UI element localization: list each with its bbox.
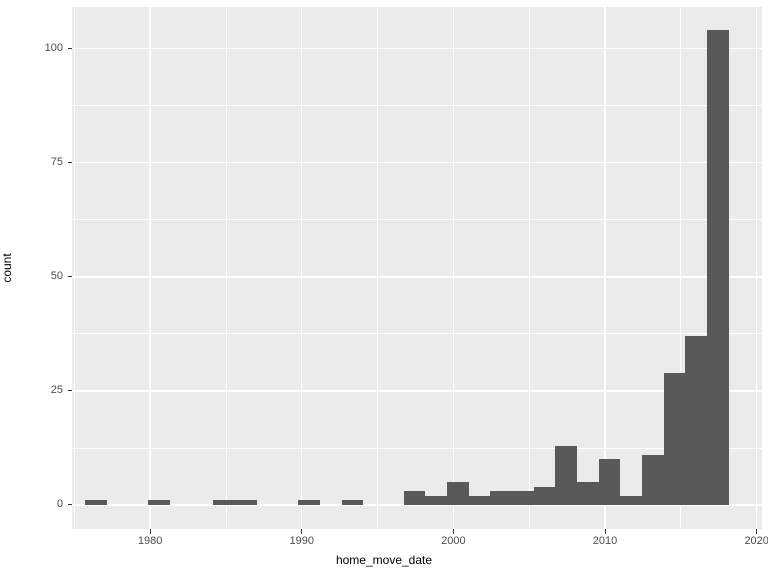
gridline-major-x <box>604 7 606 529</box>
x-tick-mark <box>756 529 758 534</box>
gridline-major-x <box>300 7 303 529</box>
histogram-bar <box>555 445 577 505</box>
gridline-major-y <box>72 390 762 392</box>
y-tick-mark <box>67 504 72 506</box>
histogram-bar <box>706 30 729 505</box>
histogram-bar <box>148 500 171 505</box>
x-tick-label: 2020 <box>744 535 768 547</box>
histogram-bar <box>685 336 707 505</box>
x-tick-mark <box>604 529 606 534</box>
gridline-major-y <box>72 276 762 278</box>
histogram-bar <box>213 500 235 505</box>
y-tick-mark <box>67 48 72 50</box>
y-tick-mark <box>67 390 72 392</box>
y-tick-label: 0 <box>56 498 63 511</box>
histogram-bar <box>468 495 491 505</box>
x-tick-label: 2000 <box>441 535 466 547</box>
gridline-minor-y <box>72 219 762 221</box>
x-tick-label: 1980 <box>137 535 163 547</box>
histogram-bar <box>447 482 469 505</box>
y-axis-title: count <box>0 253 14 283</box>
y-tick-mark <box>67 276 72 278</box>
gridline-major-y <box>72 47 762 50</box>
x-tick-mark <box>452 529 454 534</box>
y-tick-label: 100 <box>44 42 63 55</box>
gridline-minor-x <box>680 7 682 529</box>
gridline-minor-y <box>72 447 762 449</box>
gridline-minor-y <box>72 333 762 335</box>
histogram-bar <box>341 500 364 505</box>
histogram-bar <box>512 491 534 505</box>
gridline-minor-x <box>225 7 227 529</box>
gridline-major-y <box>72 161 762 164</box>
x-tick-label: 1990 <box>289 535 314 547</box>
gridline-major-x <box>452 7 455 529</box>
x-tick-mark <box>301 529 303 534</box>
y-tick-mark <box>67 162 72 164</box>
y-tick-label: 25 <box>50 384 63 397</box>
x-axis-title: home_move_date <box>335 553 433 567</box>
gridline-major-y <box>72 504 762 506</box>
histogram-bar <box>490 491 513 505</box>
histogram-bar <box>85 500 107 505</box>
gridline-minor-y <box>72 105 762 106</box>
x-tick-label: 2010 <box>592 535 618 547</box>
histogram-bar <box>642 454 664 505</box>
histogram-bar <box>598 459 621 505</box>
histogram-bar <box>298 500 321 505</box>
gridline-major-x <box>755 7 758 529</box>
histogram-bar <box>425 495 447 505</box>
gridline-minor-x <box>528 7 530 529</box>
x-tick-mark <box>149 529 151 534</box>
histogram-bar <box>235 500 257 505</box>
y-tick-label: 50 <box>50 270 63 283</box>
y-tick-label: 75 <box>50 156 63 169</box>
gridline-minor-x <box>377 7 378 529</box>
histogram-bar <box>533 486 556 505</box>
histogram-bar <box>663 372 686 505</box>
histogram-bar <box>620 495 643 505</box>
gridline-minor-x <box>73 7 75 529</box>
histogram-bar <box>403 491 426 505</box>
histogram-bar <box>576 482 599 505</box>
plot-panel <box>72 7 762 529</box>
gridline-major-x <box>149 7 151 529</box>
